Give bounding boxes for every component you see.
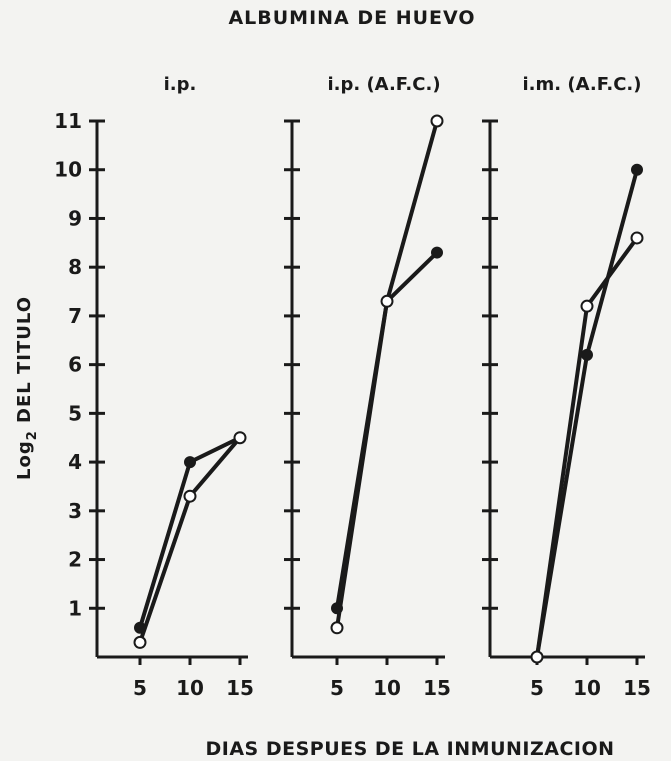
y-tick-label: 10	[54, 158, 82, 182]
data-point-open	[183, 489, 197, 503]
panel-title: i.p. (A.F.C.)	[327, 74, 440, 95]
x-tick-label: 5	[530, 676, 544, 700]
series-line-open	[335, 119, 439, 630]
panel-ip: i.p. 5 10 15	[89, 74, 254, 700]
y-tick-label: 4	[68, 450, 82, 474]
y-tick-label: 6	[68, 353, 82, 377]
x-tick-label: 5	[133, 676, 147, 700]
x-tick-label: 15	[623, 676, 651, 700]
x-tick-label: 10	[176, 676, 204, 700]
series-line-filled	[535, 167, 639, 659]
y-tick-labels: 1 2 3 4 5 6 7 8 9 10 11	[54, 109, 82, 620]
data-point-filled	[184, 456, 196, 469]
y-axis-label: Log2 DEL TITULO	[14, 296, 40, 480]
y-axis-label-main: Log	[14, 440, 35, 480]
y-tick-label: 5	[68, 401, 82, 425]
y-tick-label: 1	[68, 596, 82, 620]
x-tick-label: 15	[226, 676, 254, 700]
data-point-filled	[431, 246, 443, 259]
data-point-open	[530, 650, 544, 664]
data-point-filled	[581, 348, 593, 361]
data-point-open	[630, 231, 644, 245]
x-tick-label: 10	[573, 676, 601, 700]
panel-im-afc: i.m. (A.F.C.) 5 10 15	[482, 74, 651, 700]
y-axis-label-rest: DEL TITULO	[14, 296, 35, 430]
x-tick-label: 15	[423, 676, 451, 700]
y-axis-label-subscript: 2	[25, 430, 40, 440]
y-tick-label: 9	[68, 206, 82, 230]
data-point-filled	[134, 621, 146, 634]
panel-ip-afc: i.p. (A.F.C.) 5 10 15	[284, 74, 451, 700]
y-tick-label: 8	[68, 255, 82, 279]
data-point-filled	[331, 602, 343, 615]
data-point-open	[580, 299, 594, 313]
panel-title: i.m. (A.F.C.)	[523, 74, 642, 95]
panel-title: i.p.	[164, 74, 197, 95]
data-point-open	[330, 621, 344, 635]
svg-text:Log2 DEL TITULO: Log2 DEL TITULO	[14, 296, 40, 480]
data-point-open	[133, 635, 147, 649]
data-point-open	[380, 294, 394, 308]
data-point-filled	[631, 163, 643, 176]
y-tick-label: 2	[68, 548, 82, 572]
data-point-open	[233, 431, 247, 445]
x-tick-label: 5	[330, 676, 344, 700]
y-tick-label: 11	[54, 109, 82, 133]
chart-title: ALBUMINA DE HUEVO	[228, 7, 475, 29]
x-tick-label: 10	[373, 676, 401, 700]
data-point-open	[430, 114, 444, 128]
y-tick-label: 3	[68, 499, 82, 523]
y-tick-label: 7	[68, 304, 82, 328]
x-axis-label: DIAS DESPUES DE LA INMUNIZACION	[205, 738, 614, 760]
